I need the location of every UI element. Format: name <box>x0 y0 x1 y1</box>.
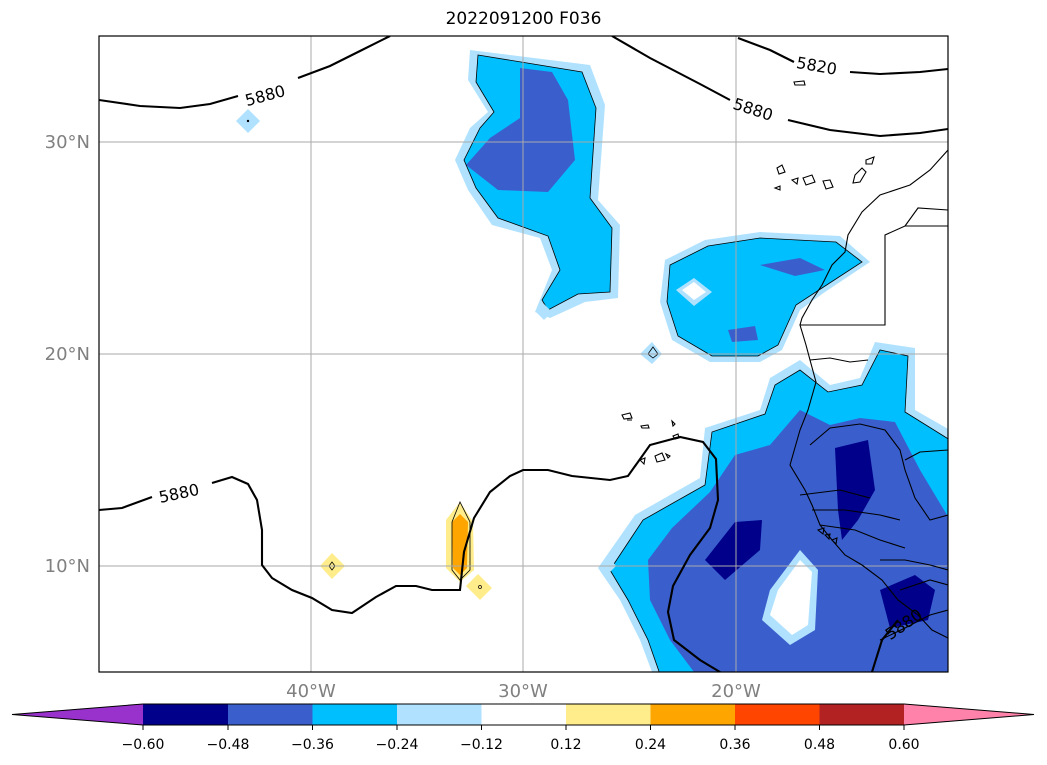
colorbar-tick-label: −0.48 <box>207 737 250 753</box>
colorbar-tick-label: 0.60 <box>888 737 919 753</box>
colorbar-tick-label: −0.24 <box>376 737 419 753</box>
coastlines <box>621 80 948 641</box>
lon-tick-label: 20°W <box>711 681 761 702</box>
lat-tick-label: 10°N <box>45 556 90 577</box>
colorbar-tick-label: −0.60 <box>122 737 165 753</box>
colorbar-extend-low <box>12 704 143 725</box>
lon-tick-label: 40°W <box>286 681 336 702</box>
lat-tick-label: 20°N <box>45 344 90 365</box>
anomaly-spot-43w <box>236 109 260 133</box>
colorbar-segment <box>312 704 397 725</box>
colorbar-segment <box>397 704 482 725</box>
colorbar-segment <box>566 704 651 725</box>
anomaly-region-central <box>660 232 870 362</box>
colorbar-segment <box>735 704 820 725</box>
lat-tick-label: 30°N <box>45 132 90 153</box>
colorbar-tick-label: −0.12 <box>460 737 503 753</box>
colorbar: −0.60 −0.48 −0.36 −0.24 −0.12 0.12 0.24 … <box>11 703 1035 753</box>
map-title: 2022091200 F036 <box>445 9 602 29</box>
colorbar-tick-label: 0.12 <box>550 737 581 753</box>
colorbar-tick-label: 0.48 <box>804 737 835 753</box>
height-contours <box>99 36 948 672</box>
colorbar-segment <box>819 704 904 725</box>
plot-frame <box>98 35 949 673</box>
graticule <box>99 36 948 672</box>
anomaly-region-north <box>455 50 620 318</box>
colorbar-segment <box>481 704 566 725</box>
lon-tick-label: 30°W <box>498 681 548 702</box>
colorbar-segment <box>650 704 735 725</box>
colorbar-segment <box>228 704 313 725</box>
colorbar-tick-label: 0.24 <box>635 737 666 753</box>
colorbar-tick-label: 0.36 <box>719 737 750 753</box>
colorbar-segment <box>143 704 228 725</box>
anomaly-region-southeast <box>598 342 948 672</box>
anomaly-spot-29w <box>536 304 552 320</box>
colorbar-tick-label: −0.36 <box>291 737 334 753</box>
anomaly-spot-26w <box>600 556 616 574</box>
colorbar-extend-high <box>904 704 1034 725</box>
